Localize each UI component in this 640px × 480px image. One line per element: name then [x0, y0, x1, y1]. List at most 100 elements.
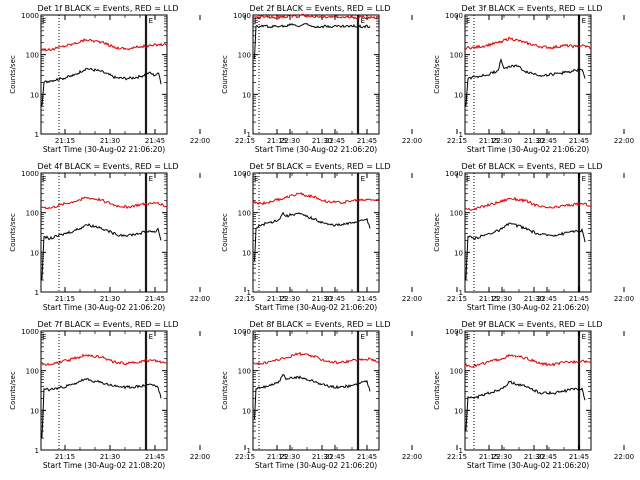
y-tick-label: 1000 — [233, 12, 251, 20]
x-axis-label: Start Time (30-Aug-02 21:06:20) — [255, 145, 377, 154]
corner-mark-right: E — [361, 333, 365, 341]
x-tick-label: 22:15 — [235, 137, 255, 145]
y-axis-label: Counts/sec — [221, 55, 229, 94]
x-tick-label: 21:45 — [145, 137, 165, 145]
x-tick-label: 21:15 — [479, 453, 499, 461]
x-axis-label: Start Time (30-Aug-02 21:06:20) — [467, 303, 589, 312]
y-tick-label: 100 — [26, 52, 39, 60]
corner-mark-right: E — [582, 333, 586, 341]
y-tick-label: 100 — [450, 52, 463, 60]
lld-trace-red — [464, 353, 591, 368]
x-tick-label: 21:15 — [55, 453, 75, 461]
x-tick-label: 22:30 — [280, 295, 300, 303]
corner-mark-right: E — [149, 175, 153, 183]
x-tick-label: 21:15 — [55, 295, 75, 303]
corner-mark-left: E — [254, 17, 258, 25]
y-axis-label: Counts/sec — [9, 213, 17, 252]
panel-det-5f: Det 5f BLACK = Events, RED = LLD 1 10 100 10… — [221, 162, 557, 312]
x-tick-label: 21:15 — [479, 295, 499, 303]
lld-trace-red — [40, 38, 168, 52]
x-tick-label: 22:00 — [614, 295, 634, 303]
x-tick-label: 22:00 — [190, 295, 210, 303]
events-trace-black — [254, 211, 371, 262]
x-tick-label: 22:15 — [235, 453, 255, 461]
events-trace-black — [41, 67, 162, 107]
x-tick-label: 21:45 — [145, 453, 165, 461]
y-tick-label: 100 — [450, 368, 463, 376]
y-tick-label: 100 — [26, 210, 39, 218]
plot-frame — [464, 14, 592, 135]
x-tick-label: 21:15 — [267, 137, 287, 145]
x-tick-label: 21:45 — [357, 295, 377, 303]
x-tick-label: 21:30 — [312, 295, 332, 303]
y-tick-label: 1000 — [233, 170, 251, 178]
y-tick-label: 100 — [238, 368, 251, 376]
y-tick-label: 1000 — [233, 328, 251, 336]
corner-mark-right: E — [361, 17, 365, 25]
panel-det-1f: Det 1f BLACK = Events, RED = LLD 1 10 100 10… — [9, 4, 345, 154]
corner-mark-left: E — [466, 17, 470, 25]
plot-frame — [252, 14, 380, 135]
corner-mark-left: E — [466, 333, 470, 341]
corner-mark-left: E — [42, 17, 46, 25]
y-axis-label: Counts/sec — [9, 371, 17, 410]
panel-title: Det 9f BLACK = Events, RED = LLD — [461, 320, 602, 329]
panel-title: Det 6f BLACK = Events, RED = LLD — [461, 162, 602, 171]
x-tick-label: 21:45 — [569, 453, 589, 461]
plot-frame — [464, 330, 592, 451]
x-tick-label: 21:30 — [100, 295, 120, 303]
events-trace-black — [254, 22, 371, 59]
x-tick-label: 22:45 — [325, 295, 345, 303]
plot-frame — [40, 330, 168, 451]
y-tick-label: 1000 — [21, 328, 39, 336]
y-axis-label: Counts/sec — [221, 213, 229, 252]
x-tick-label: 21:30 — [524, 295, 544, 303]
x-axis-label: Start Time (30-Aug-02 21:06:20) — [255, 303, 377, 312]
x-tick-label: 22:00 — [614, 453, 634, 461]
x-tick-label: 22:45 — [537, 453, 557, 461]
x-tick-label: 21:15 — [55, 137, 75, 145]
x-tick-label: 22:45 — [325, 453, 345, 461]
lld-trace-red — [40, 196, 168, 210]
x-tick-label: 21:15 — [267, 295, 287, 303]
x-axis-label: Start Time (30-Aug-02 21:06:20) — [467, 461, 589, 470]
y-tick-label: 100 — [238, 52, 251, 60]
x-tick-label: 22:00 — [402, 453, 422, 461]
panel-det-3f: Det 3f BLACK = Events, RED = LLD 1 10 100 10… — [433, 4, 634, 154]
y-axis-label: Counts/sec — [433, 213, 441, 252]
plot-frame — [252, 172, 380, 293]
lld-trace-red — [464, 196, 592, 211]
y-axis-label: Counts/sec — [433, 55, 441, 94]
y-tick-label: 10 — [454, 407, 463, 415]
corner-mark-left: E — [254, 175, 258, 183]
events-trace-black — [465, 222, 586, 281]
plot-frame — [40, 172, 168, 293]
x-tick-label: 22:15 — [447, 453, 467, 461]
y-tick-label: 10 — [242, 407, 251, 415]
x-axis-label: Start Time (30-Aug-02 21:06:20) — [43, 303, 165, 312]
plot-frame — [40, 14, 168, 135]
y-tick-label: 10 — [242, 249, 251, 257]
y-tick-label: 1 — [247, 447, 251, 455]
x-tick-label: 21:45 — [145, 295, 165, 303]
x-axis-label: Start Time (30-Aug-02 21:06:20) — [43, 145, 165, 154]
y-tick-label: 10 — [454, 91, 463, 99]
panel-title: Det 5f BLACK = Events, RED = LLD — [249, 162, 390, 171]
y-tick-label: 100 — [26, 368, 39, 376]
x-tick-label: 22:00 — [402, 137, 422, 145]
x-tick-label: 22:15 — [447, 137, 467, 145]
events-trace-black — [41, 223, 162, 281]
panel-title: Det 1f BLACK = Events, RED = LLD — [37, 4, 178, 13]
y-tick-label: 1 — [35, 289, 39, 297]
panel-title: Det 3f BLACK = Events, RED = LLD — [461, 4, 602, 13]
x-tick-label: 22:45 — [325, 137, 345, 145]
x-tick-label: 22:30 — [492, 453, 512, 461]
panel-title: Det 8f BLACK = Events, RED = LLD — [249, 320, 390, 329]
x-tick-label: 22:00 — [614, 137, 634, 145]
x-tick-label: 22:15 — [235, 295, 255, 303]
x-tick-label: 21:45 — [569, 137, 589, 145]
corner-mark-right: E — [149, 17, 153, 25]
y-tick-label: 1 — [247, 131, 251, 139]
y-axis-label: Counts/sec — [9, 55, 17, 94]
